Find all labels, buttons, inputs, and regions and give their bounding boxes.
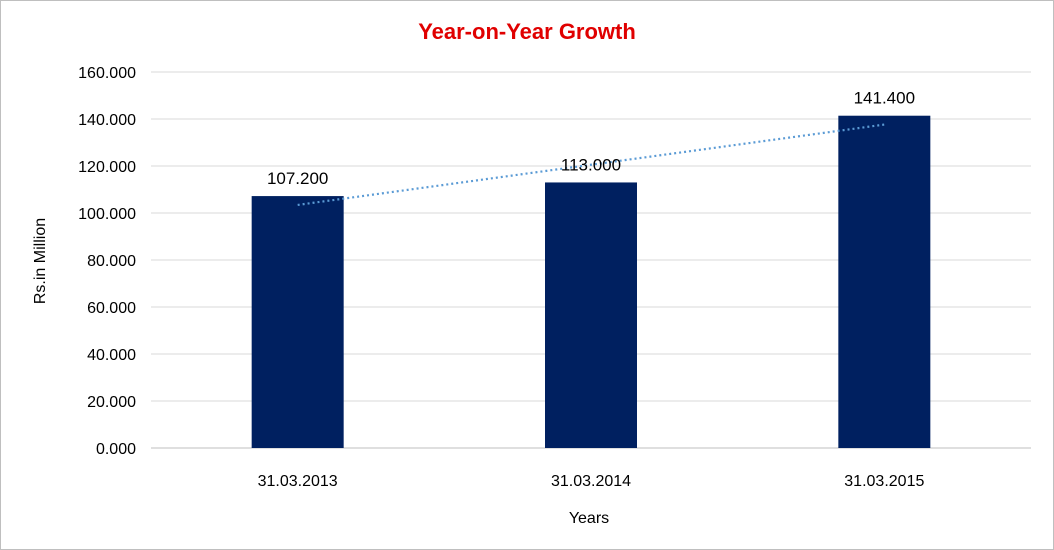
y-tick-label: 160.000 <box>78 65 136 82</box>
data-labels: 107.200 113.000 141.400 <box>267 89 915 188</box>
data-label: 113.000 <box>561 155 621 174</box>
bar <box>838 115 931 449</box>
y-tick-label: 40.000 <box>87 347 136 364</box>
x-tick-label: 31.03.2015 <box>844 473 924 490</box>
y-tick-label: 60.000 <box>87 300 136 317</box>
bars <box>251 115 931 449</box>
x-tick-label: 31.03.2013 <box>258 473 338 490</box>
x-tick-label: 31.03.2014 <box>551 473 631 490</box>
y-axis-title: Rs.in Million <box>32 218 49 304</box>
trendline-line <box>297 123 885 207</box>
bar <box>545 182 637 448</box>
data-label: 141.400 <box>854 89 915 108</box>
trendline <box>297 123 885 207</box>
chart-title: Year-on-Year Growth <box>418 19 636 44</box>
y-axis-ticks: 0.000 20.000 40.000 60.000 80.000 100.000 120.… <box>78 65 136 458</box>
data-label: 107.200 <box>267 169 328 188</box>
x-axis-ticks: 31.03.2013 31.03.2014 31.03.2015 <box>258 473 925 490</box>
y-tick-label: 100.000 <box>78 206 136 223</box>
bar <box>251 196 344 448</box>
y-tick-label: 0.000 <box>96 441 136 458</box>
x-axis-title: Years <box>569 510 609 527</box>
y-tick-label: 20.000 <box>87 394 136 411</box>
y-tick-label: 80.000 <box>87 253 136 270</box>
y-tick-label: 140.000 <box>78 112 136 129</box>
y-tick-label: 120.000 <box>78 159 136 176</box>
